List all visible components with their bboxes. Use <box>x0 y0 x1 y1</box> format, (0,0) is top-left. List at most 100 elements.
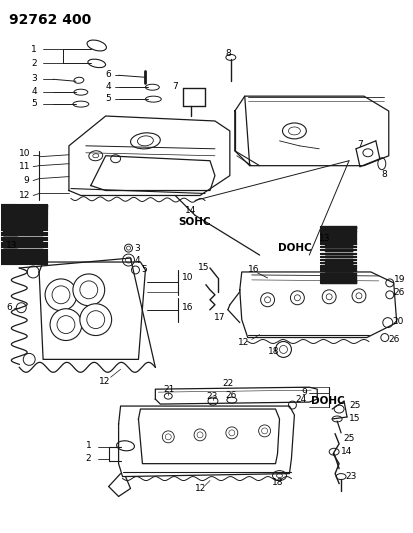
Text: SOHC: SOHC <box>178 217 211 227</box>
Text: 9: 9 <box>301 387 307 397</box>
Text: DOHC: DOHC <box>311 396 345 406</box>
Circle shape <box>165 434 171 440</box>
Text: 16: 16 <box>248 265 259 274</box>
Text: 92762 400: 92762 400 <box>9 13 92 27</box>
Circle shape <box>57 316 75 334</box>
Text: 26: 26 <box>389 335 400 344</box>
Text: 7: 7 <box>357 140 363 149</box>
Ellipse shape <box>131 133 160 149</box>
Ellipse shape <box>288 127 300 135</box>
Circle shape <box>126 246 131 250</box>
Text: 13: 13 <box>6 240 18 249</box>
Text: 6: 6 <box>106 70 112 79</box>
Ellipse shape <box>208 397 218 405</box>
Ellipse shape <box>227 397 237 403</box>
Text: 17: 17 <box>214 313 225 322</box>
Text: 12: 12 <box>238 338 249 347</box>
Circle shape <box>261 428 268 434</box>
Text: 10: 10 <box>19 149 31 158</box>
Circle shape <box>229 430 235 436</box>
Ellipse shape <box>273 471 287 481</box>
Circle shape <box>381 334 389 342</box>
Circle shape <box>80 304 112 336</box>
Text: 21: 21 <box>163 385 175 394</box>
Ellipse shape <box>116 441 135 451</box>
Text: 5: 5 <box>31 99 37 108</box>
Text: 2: 2 <box>86 454 91 463</box>
Circle shape <box>290 291 304 305</box>
Circle shape <box>226 427 238 439</box>
Circle shape <box>294 295 300 301</box>
Ellipse shape <box>74 89 88 95</box>
Text: 26: 26 <box>394 288 405 297</box>
Ellipse shape <box>138 136 153 146</box>
Ellipse shape <box>164 393 172 399</box>
Circle shape <box>356 293 362 299</box>
Ellipse shape <box>332 416 342 422</box>
Circle shape <box>16 303 26 313</box>
Text: 19: 19 <box>394 276 405 285</box>
Circle shape <box>322 290 336 304</box>
Ellipse shape <box>73 101 89 107</box>
Circle shape <box>125 244 133 252</box>
Circle shape <box>386 279 394 287</box>
Circle shape <box>73 274 104 306</box>
Circle shape <box>386 291 394 299</box>
Ellipse shape <box>282 123 306 139</box>
Text: 4: 4 <box>135 255 140 264</box>
Circle shape <box>194 429 206 441</box>
Text: 6: 6 <box>6 303 12 312</box>
Ellipse shape <box>363 149 373 157</box>
Circle shape <box>261 293 275 306</box>
Circle shape <box>126 257 131 263</box>
Text: 7: 7 <box>172 82 178 91</box>
Text: 23: 23 <box>345 472 356 481</box>
Text: 9: 9 <box>23 176 29 185</box>
Text: 4: 4 <box>31 87 37 96</box>
Ellipse shape <box>145 84 159 90</box>
Text: 3: 3 <box>31 74 37 83</box>
Text: 18: 18 <box>272 478 283 487</box>
Text: 25: 25 <box>343 434 354 443</box>
Text: 8: 8 <box>225 49 230 58</box>
Circle shape <box>280 345 287 353</box>
Text: 10: 10 <box>182 273 194 282</box>
Circle shape <box>87 311 104 328</box>
Circle shape <box>131 266 140 274</box>
Text: 15: 15 <box>198 263 209 272</box>
Ellipse shape <box>88 59 106 68</box>
Circle shape <box>50 309 82 341</box>
Text: 16: 16 <box>182 303 194 312</box>
Ellipse shape <box>87 40 107 51</box>
Text: 24: 24 <box>295 394 306 403</box>
Circle shape <box>383 318 393 328</box>
Text: 11: 11 <box>19 162 31 171</box>
Circle shape <box>27 266 39 278</box>
Text: 1: 1 <box>86 441 92 450</box>
Circle shape <box>45 279 77 311</box>
Circle shape <box>352 289 366 303</box>
Text: 20: 20 <box>393 317 404 326</box>
Text: 8: 8 <box>382 170 387 179</box>
Ellipse shape <box>93 154 99 158</box>
Text: 25: 25 <box>349 401 361 409</box>
Circle shape <box>265 297 271 303</box>
Ellipse shape <box>336 474 346 480</box>
Text: 12: 12 <box>19 191 31 200</box>
Circle shape <box>123 254 135 266</box>
Ellipse shape <box>329 448 339 455</box>
Circle shape <box>259 425 271 437</box>
Circle shape <box>326 294 332 300</box>
Ellipse shape <box>277 474 282 478</box>
Text: 12: 12 <box>195 484 206 493</box>
Text: 1: 1 <box>31 45 37 54</box>
Text: 18: 18 <box>268 347 279 356</box>
Text: 14: 14 <box>185 206 197 215</box>
Ellipse shape <box>378 158 386 169</box>
Circle shape <box>80 281 98 299</box>
Text: 2: 2 <box>31 59 37 68</box>
Text: 4: 4 <box>106 82 112 91</box>
Text: 5: 5 <box>141 265 147 274</box>
Text: 3: 3 <box>135 244 140 253</box>
Text: 15: 15 <box>349 415 361 423</box>
